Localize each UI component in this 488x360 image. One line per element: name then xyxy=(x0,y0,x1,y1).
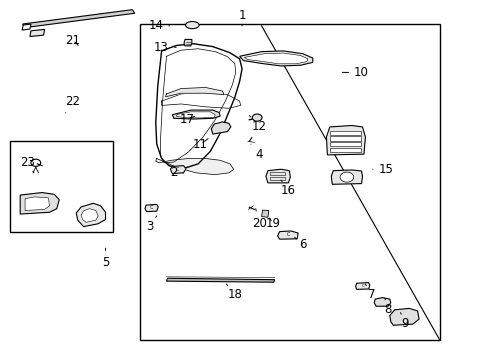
Bar xyxy=(10,140,113,232)
Polygon shape xyxy=(76,203,105,226)
Polygon shape xyxy=(172,110,220,119)
Polygon shape xyxy=(265,169,290,183)
Text: 4: 4 xyxy=(250,144,263,161)
Polygon shape xyxy=(176,112,215,118)
Text: 11: 11 xyxy=(193,138,208,150)
Ellipse shape xyxy=(185,22,199,29)
Text: 18: 18 xyxy=(226,284,242,301)
Polygon shape xyxy=(30,30,44,37)
Text: C: C xyxy=(175,167,179,172)
Bar xyxy=(270,172,285,175)
Polygon shape xyxy=(22,10,135,28)
Polygon shape xyxy=(25,197,49,211)
Text: 7: 7 xyxy=(365,284,374,301)
Text: 2: 2 xyxy=(170,166,183,179)
Text: C: C xyxy=(286,232,289,237)
Polygon shape xyxy=(166,278,274,282)
Polygon shape xyxy=(145,204,158,212)
Bar xyxy=(330,142,360,146)
Text: 21: 21 xyxy=(65,33,80,47)
Polygon shape xyxy=(244,53,307,64)
Polygon shape xyxy=(20,193,59,214)
Circle shape xyxy=(252,114,262,121)
Text: 1: 1 xyxy=(238,9,245,26)
Text: C: C xyxy=(361,284,364,288)
Bar xyxy=(330,136,360,140)
Polygon shape xyxy=(355,283,369,289)
Polygon shape xyxy=(165,87,224,97)
Polygon shape xyxy=(261,210,268,217)
Text: 20: 20 xyxy=(251,209,266,230)
Text: 19: 19 xyxy=(264,216,280,230)
Polygon shape xyxy=(211,122,230,134)
Text: C: C xyxy=(150,206,153,211)
Polygon shape xyxy=(81,209,98,222)
Bar xyxy=(140,24,439,339)
Polygon shape xyxy=(389,309,418,325)
Polygon shape xyxy=(170,166,185,174)
Text: 16: 16 xyxy=(280,180,295,197)
Polygon shape xyxy=(330,170,362,184)
Polygon shape xyxy=(22,24,31,30)
Bar xyxy=(330,148,360,152)
Text: 8: 8 xyxy=(384,298,391,316)
Bar xyxy=(270,177,285,180)
Text: 17: 17 xyxy=(179,113,194,126)
Bar xyxy=(330,131,360,135)
Text: 5: 5 xyxy=(102,248,109,269)
Text: 23: 23 xyxy=(20,156,35,173)
Text: 10: 10 xyxy=(342,66,368,79)
Text: 14: 14 xyxy=(148,19,169,32)
Polygon shape xyxy=(373,298,390,306)
Text: 3: 3 xyxy=(145,216,157,233)
Text: 13: 13 xyxy=(154,41,176,54)
Text: 6: 6 xyxy=(294,237,306,251)
Text: 15: 15 xyxy=(372,163,392,176)
Text: 9: 9 xyxy=(400,313,408,330)
Polygon shape xyxy=(326,126,365,155)
Polygon shape xyxy=(239,51,312,66)
Polygon shape xyxy=(277,231,298,239)
Polygon shape xyxy=(183,40,191,46)
Text: 22: 22 xyxy=(65,95,80,113)
Text: 12: 12 xyxy=(249,116,266,133)
Polygon shape xyxy=(156,158,233,175)
Circle shape xyxy=(339,172,353,182)
